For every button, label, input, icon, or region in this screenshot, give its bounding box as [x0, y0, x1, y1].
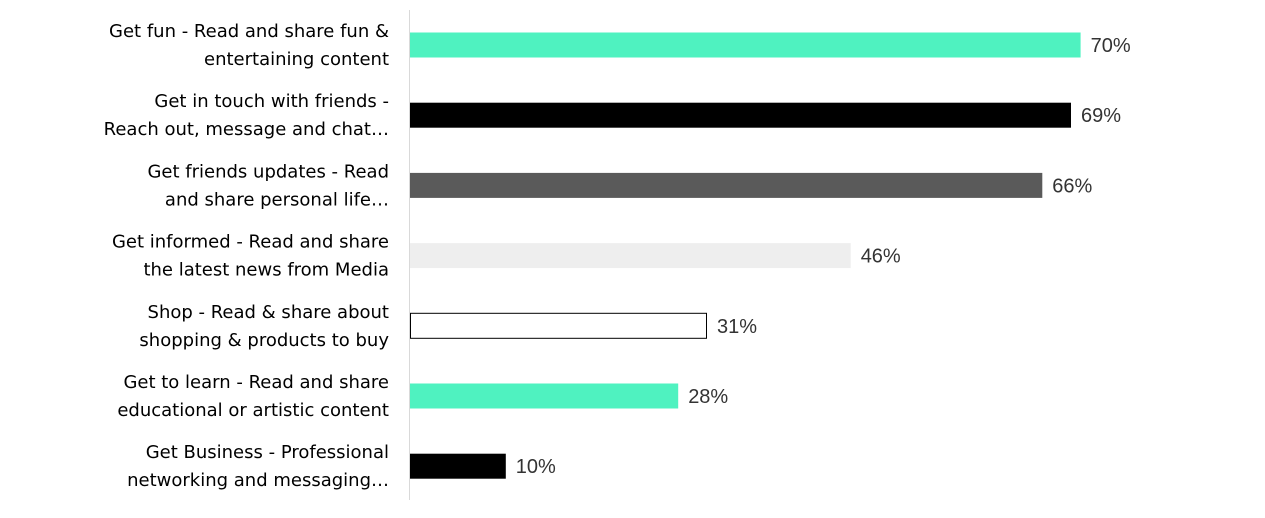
bar-3	[410, 172, 1043, 198]
value-label-group: 70% 69% 66% 46% 31% 28% 10%	[516, 35, 1131, 478]
category-label-6-line-1: Get to learn - Read and share	[123, 372, 389, 393]
bar-5	[410, 312, 707, 339]
bar-6	[410, 383, 679, 409]
value-label-4: 46%	[861, 246, 901, 268]
category-label-2-line-2: Reach out, message and chat…	[104, 119, 389, 140]
category-label-5-line-1: Shop - Read & share about	[148, 302, 389, 323]
category-label-group: Get fun - Read and share fun & entertaini…	[104, 21, 390, 491]
bar-2	[410, 102, 1071, 128]
value-label-5: 31%	[717, 316, 757, 338]
bar-7	[410, 453, 506, 479]
value-label-2: 69%	[1081, 105, 1121, 127]
bar-4	[410, 243, 851, 269]
value-label-1: 70%	[1091, 35, 1131, 57]
category-label-2-line-1: Get in touch with friends -	[154, 91, 389, 112]
category-label-1-line-2: entertaining content	[204, 49, 389, 70]
bar-1	[410, 32, 1081, 58]
category-label-3-line-2: and share personal life…	[165, 189, 389, 210]
value-label-3: 66%	[1052, 175, 1092, 197]
category-label-4-line-2: the latest news from Media	[143, 260, 389, 281]
category-label-3-line-1: Get friends updates - Read	[147, 161, 389, 182]
category-label-6-line-2: educational or artistic content	[117, 400, 389, 421]
category-label-5-line-2: shopping & products to buy	[139, 330, 389, 351]
category-label-7-line-1: Get Business - Professional	[146, 442, 389, 463]
value-label-7: 10%	[516, 456, 556, 478]
bar-group	[410, 32, 1081, 479]
category-label-1-line-1: Get fun - Read and share fun &	[109, 21, 389, 42]
category-label-7-line-2: networking and messaging…	[127, 470, 389, 491]
category-label-4-line-1: Get informed - Read and share	[112, 232, 389, 253]
value-label-6: 28%	[688, 386, 728, 408]
